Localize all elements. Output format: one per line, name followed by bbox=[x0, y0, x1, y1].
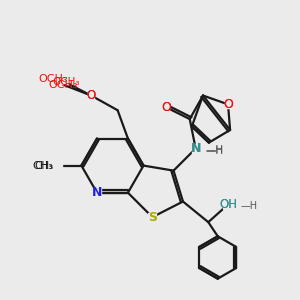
Text: CH₃: CH₃ bbox=[34, 160, 53, 171]
Bar bbox=[163, 104, 169, 110]
Text: OH: OH bbox=[219, 198, 237, 211]
Bar bbox=[225, 101, 231, 108]
Text: O: O bbox=[161, 101, 171, 114]
Bar bbox=[93, 189, 101, 197]
Text: OCH₃: OCH₃ bbox=[39, 74, 68, 84]
Bar bbox=[88, 92, 94, 99]
Text: N: N bbox=[92, 186, 102, 199]
Text: O: O bbox=[86, 89, 96, 102]
Text: N: N bbox=[190, 142, 201, 155]
Text: O: O bbox=[161, 101, 171, 114]
Text: methoxy: methoxy bbox=[61, 85, 68, 86]
Text: OCH₃: OCH₃ bbox=[52, 77, 80, 87]
Text: —H: —H bbox=[241, 201, 258, 211]
Text: —H: —H bbox=[206, 146, 224, 156]
Text: OH: OH bbox=[219, 198, 237, 211]
Text: O: O bbox=[223, 98, 233, 111]
Text: O: O bbox=[223, 98, 233, 111]
Text: CH₃: CH₃ bbox=[33, 160, 53, 171]
Text: S: S bbox=[148, 211, 157, 224]
Bar bbox=[223, 200, 233, 208]
Text: N: N bbox=[190, 142, 201, 155]
Bar bbox=[45, 161, 62, 170]
Text: —H: —H bbox=[206, 145, 224, 155]
Bar bbox=[148, 213, 157, 221]
Bar bbox=[64, 81, 68, 84]
Bar bbox=[192, 144, 199, 153]
Text: OCH₃: OCH₃ bbox=[48, 80, 78, 90]
Text: O: O bbox=[86, 89, 96, 102]
